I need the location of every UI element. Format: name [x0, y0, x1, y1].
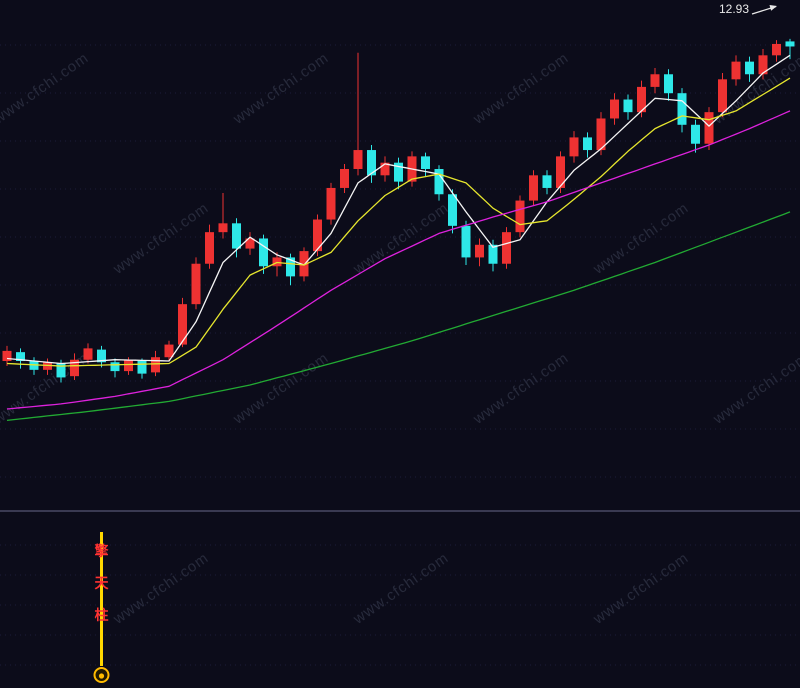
candle-body: [245, 238, 255, 249]
candle-body: [2, 350, 12, 361]
candle-body: [218, 223, 228, 233]
candle-body: [596, 118, 606, 151]
signal-label-char: 柱: [94, 607, 109, 623]
candle-body: [758, 55, 768, 75]
candle-body: [448, 194, 457, 226]
ma-line-ma-long: [6, 110, 791, 410]
signal-marker: [93, 532, 110, 683]
candle-body: [70, 359, 79, 377]
candle-body: [745, 61, 754, 75]
candle-body: [191, 263, 201, 305]
candle-body: [124, 359, 133, 372]
ma-line-ma-mid: [6, 77, 791, 367]
candle-body: [151, 357, 160, 373]
candle-body: [610, 99, 619, 119]
candle-body: [164, 344, 174, 358]
candle-body: [353, 150, 363, 169]
candle-body: [691, 124, 700, 144]
indicator-signal-label: 擎 天 柱: [93, 543, 111, 639]
latest-price-value: 12.93: [719, 2, 750, 16]
candle-body: [677, 93, 687, 125]
candle-body: [259, 238, 268, 267]
candle-body: [664, 74, 673, 94]
candle-body: [731, 61, 741, 80]
candle-body: [97, 349, 106, 363]
candle-body: [434, 169, 444, 195]
candle-body: [704, 112, 714, 144]
candle-body: [785, 41, 795, 47]
candle-body: [137, 361, 147, 374]
candle-body: [272, 257, 282, 267]
candle-body: [461, 225, 471, 258]
candle-body: [110, 362, 120, 372]
candle-body: [475, 244, 484, 258]
candle-body: [488, 244, 498, 264]
candle-body: [56, 363, 66, 378]
signal-label-char: 擎: [94, 543, 109, 559]
ma-line-ma-short: [6, 54, 791, 365]
candle-body: [380, 162, 390, 176]
price-arrow-icon: [751, 5, 777, 15]
candle-body: [394, 162, 403, 182]
pane-separator: [0, 510, 800, 512]
candle-body: [583, 137, 592, 151]
candle-body: [178, 304, 187, 345]
signal-label-char: 天: [94, 575, 109, 591]
candle-body: [650, 74, 660, 87]
candle-body: [515, 200, 525, 233]
candle-body: [83, 348, 93, 360]
ma-line-ma-longest: [6, 211, 791, 422]
signal-circle-dot: [98, 673, 105, 679]
candle-body: [421, 156, 430, 169]
candle-body: [569, 137, 579, 157]
candle-body: [232, 223, 241, 249]
candle-body: [637, 86, 646, 113]
candle-body: [367, 150, 376, 176]
candle-body: [326, 187, 336, 220]
candle-body: [529, 175, 538, 201]
candle-body: [313, 219, 322, 252]
candle-body: [340, 169, 349, 188]
latest-price-label: 12.93: [719, 2, 749, 16]
candle-body: [502, 232, 511, 264]
candle-body: [556, 156, 565, 188]
candle-body: [286, 257, 295, 277]
candle-body: [205, 232, 214, 264]
candle-body: [542, 175, 552, 188]
candle-body: [772, 43, 781, 56]
candles-layer: [2, 38, 795, 383]
candle-body: [718, 79, 727, 113]
candle-body: [623, 99, 633, 113]
candle-body: [43, 362, 52, 370]
candle-body: [16, 352, 25, 361]
candle-body: [299, 251, 309, 277]
